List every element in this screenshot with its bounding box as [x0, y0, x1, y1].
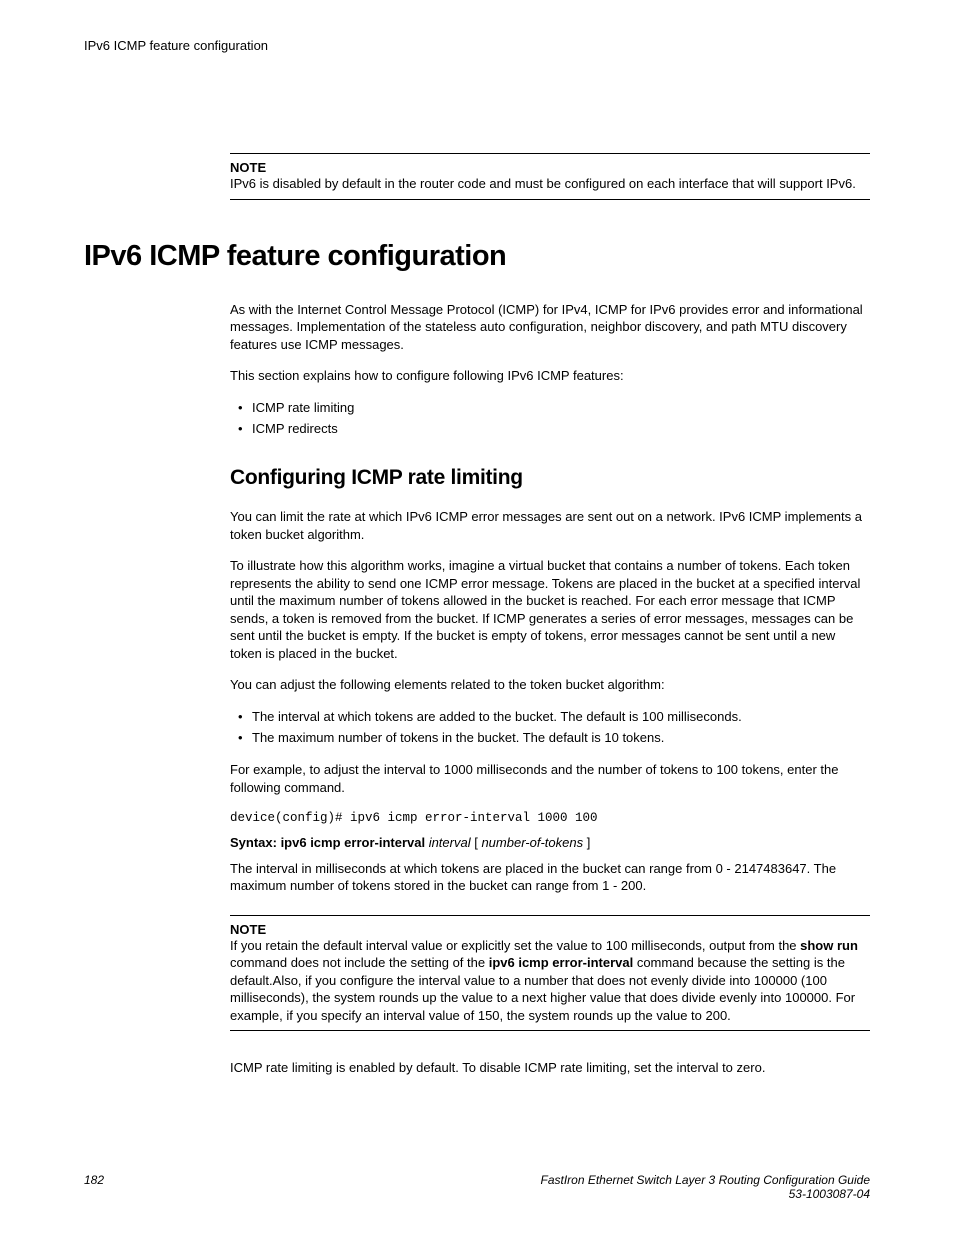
intro-bullet-list: ICMP rate limiting ICMP redirects [230, 399, 870, 438]
syntax-suffix: ] [583, 835, 590, 850]
list-item: The interval at which tokens are added t… [230, 708, 870, 726]
rl-paragraph-2: To illustrate how this algorithm works, … [230, 557, 870, 662]
note-text: If you retain the default interval value… [230, 937, 870, 1025]
list-item: The maximum number of tokens in the buck… [230, 729, 870, 747]
rl-bullet-list: The interval at which tokens are added t… [230, 708, 870, 747]
note2-bold-showrun: show run [800, 938, 858, 953]
rl-paragraph-3: You can adjust the following elements re… [230, 676, 870, 694]
rl-paragraph-5: The interval in milliseconds at which to… [230, 860, 870, 895]
list-item: ICMP rate limiting [230, 399, 870, 417]
syntax-line: Syntax: ipv6 icmp error-interval interva… [230, 835, 870, 850]
note-block-2: NOTE If you retain the default interval … [230, 915, 870, 1032]
page-number: 182 [84, 1173, 104, 1201]
intro-paragraph-1: As with the Internet Control Message Pro… [230, 301, 870, 354]
list-item: ICMP redirects [230, 420, 870, 438]
syntax-arg-tokens: number-of-tokens [481, 835, 583, 850]
intro-paragraph-2: This section explains how to configure f… [230, 367, 870, 385]
page-footer: 182 FastIron Ethernet Switch Layer 3 Rou… [84, 1173, 870, 1201]
running-header: IPv6 ICMP feature configuration [84, 38, 870, 53]
section-heading: IPv6 ICMP feature configuration [84, 240, 870, 273]
note2-mid1: command does not include the setting of … [230, 955, 489, 970]
note-text: IPv6 is disabled by default in the route… [230, 175, 870, 193]
rl-paragraph-6: ICMP rate limiting is enabled by default… [230, 1059, 870, 1077]
rl-paragraph-1: You can limit the rate at which IPv6 ICM… [230, 508, 870, 543]
note2-pre: If you retain the default interval value… [230, 938, 800, 953]
page: IPv6 ICMP feature configuration NOTE IPv… [0, 0, 954, 1235]
footer-right: FastIron Ethernet Switch Layer 3 Routing… [540, 1173, 870, 1201]
doc-title: FastIron Ethernet Switch Layer 3 Routing… [540, 1173, 870, 1187]
rl-paragraph-4: For example, to adjust the interval to 1… [230, 761, 870, 796]
code-example: device(config)# ipv6 icmp error-interval… [230, 811, 870, 825]
syntax-prefix: Syntax: ipv6 icmp error-interval [230, 835, 429, 850]
note-block-1: NOTE IPv6 is disabled by default in the … [230, 153, 870, 200]
note2-bold-cmd: ipv6 icmp error-interval [489, 955, 634, 970]
content-area: NOTE IPv6 is disabled by default in the … [230, 153, 870, 1077]
note-label: NOTE [230, 160, 870, 175]
syntax-arg-interval: interval [429, 835, 471, 850]
syntax-mid: [ [471, 835, 482, 850]
note-label: NOTE [230, 922, 870, 937]
doc-id: 53-1003087-04 [540, 1187, 870, 1201]
subsection-heading: Configuring ICMP rate limiting [230, 466, 870, 490]
